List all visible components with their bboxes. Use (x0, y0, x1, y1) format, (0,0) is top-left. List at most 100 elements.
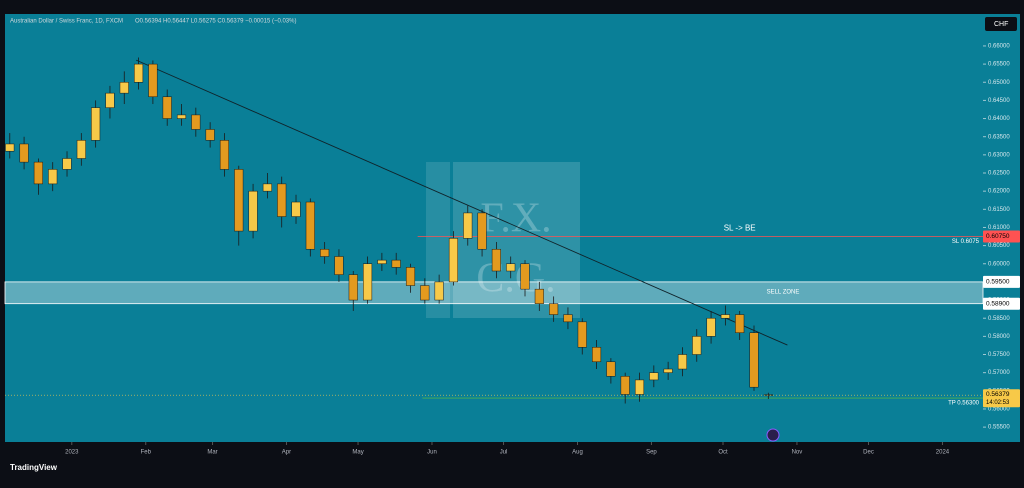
x-tick-label: Feb (141, 450, 152, 456)
candle-body (5, 143, 15, 152)
candle-body (162, 96, 172, 119)
candle-body (119, 81, 129, 94)
candle-body (334, 256, 344, 275)
candle-body (563, 314, 573, 323)
countdown: 14:02:53 (986, 400, 1010, 406)
candle-body (549, 303, 559, 315)
y-tick-label: 0.64500 (988, 98, 1010, 104)
level-label: TP 0.56300 (948, 401, 980, 407)
price-axis (983, 14, 1020, 442)
y-tick-label: 0.63000 (988, 152, 1010, 158)
trendline (136, 59, 788, 346)
y-tick-label: 0.60000 (988, 261, 1010, 267)
y-tick-label: 0.58500 (988, 316, 1010, 322)
annotation: SL -> BE (724, 223, 756, 232)
candle-body (649, 372, 659, 381)
price-tag (983, 297, 1020, 310)
candle-body (506, 263, 516, 272)
y-tick-label: 0.60500 (988, 243, 1010, 249)
x-tick-label: Nov (792, 450, 803, 456)
candle-body (606, 361, 616, 377)
candle-body (405, 267, 416, 286)
candle-body (176, 114, 187, 119)
price-tag (983, 389, 1020, 408)
x-tick-label: May (352, 450, 363, 456)
candle-body (348, 274, 358, 301)
candle-body (48, 169, 58, 185)
brand: TradingView (10, 463, 58, 472)
candle-body (205, 129, 215, 141)
candle-body (620, 376, 630, 395)
candle-body (62, 158, 72, 170)
currency-box[interactable] (985, 17, 1017, 31)
watermark-text: F.X. (480, 196, 551, 242)
x-tick-label: Dec (863, 450, 874, 456)
y-tick-label: 0.61000 (988, 225, 1010, 231)
candle-body (706, 317, 716, 337)
y-tick-label: 0.56000 (988, 407, 1010, 413)
candle-body (33, 161, 43, 185)
candle-body (663, 368, 673, 373)
candle-body (735, 314, 745, 333)
y-tick-label: 0.63500 (988, 134, 1010, 140)
x-tick-label: Aug (572, 450, 583, 456)
x-tick-label: Jul (500, 450, 508, 456)
price-tag-label: 0.58900 (986, 300, 1010, 307)
level-label: SL 0.6075 (952, 239, 980, 245)
candle-body (262, 183, 272, 192)
candle-body (291, 201, 301, 217)
watermark-box (453, 162, 580, 318)
y-tick-label: 0.55500 (988, 425, 1010, 431)
x-tick-label: 2024 (936, 450, 950, 456)
sell-zone (4, 281, 984, 305)
candle-body (363, 263, 373, 301)
y-tick-label: 0.62500 (988, 171, 1010, 177)
y-tick-label: 0.64000 (988, 116, 1010, 122)
candle-body (491, 248, 501, 272)
candle-body (191, 114, 201, 130)
candle-body (420, 285, 430, 301)
y-tick-label: 0.58000 (988, 334, 1010, 340)
candle-body (577, 321, 587, 348)
price-tag-label: 0.59500 (986, 279, 1010, 286)
candle-body (520, 263, 530, 290)
y-tick-label: 0.61500 (988, 207, 1010, 213)
y-tick-label: 0.65000 (988, 80, 1010, 86)
plot-area (5, 14, 983, 442)
candle-body (134, 63, 144, 83)
candle-body (320, 248, 330, 257)
candle-body (720, 314, 730, 319)
candle-body (277, 183, 287, 217)
candle-body (19, 143, 29, 163)
candle-body (534, 288, 544, 304)
x-tick-label: Oct (718, 450, 728, 456)
candle-body (677, 354, 687, 370)
candle-body (391, 259, 401, 268)
candle-body (148, 63, 158, 98)
candle-body (305, 201, 315, 250)
x-tick-label: Apr (282, 450, 291, 456)
currency[interactable]: CHF (994, 21, 1008, 28)
event-icon[interactable] (766, 428, 780, 442)
x-tick-label: Mar (207, 450, 217, 456)
candle-body (448, 238, 458, 283)
y-tick-label: 0.65500 (988, 62, 1010, 68)
price-tag-label: 0.60750 (986, 233, 1010, 240)
price-tag (983, 275, 1020, 288)
price-tag (983, 230, 1020, 243)
candle-body (592, 347, 602, 363)
x-tick-label: Sep (646, 450, 657, 456)
candle-body (434, 281, 444, 301)
candle-body (749, 332, 759, 388)
zone-label: SELL ZONE (767, 289, 800, 295)
time-axis (5, 442, 1020, 464)
price-tag-label: 0.56379 (986, 391, 1010, 398)
candle-body (692, 336, 702, 355)
candle-body (105, 92, 115, 108)
ohlc-header: O0.56394 H0.56447 L0.56275 C0.56379 −0.0… (135, 19, 296, 25)
y-tick-label: 0.57500 (988, 352, 1010, 358)
y-tick-label: 0.62000 (988, 189, 1010, 195)
candle-body (634, 379, 645, 395)
candle-body (377, 259, 387, 265)
